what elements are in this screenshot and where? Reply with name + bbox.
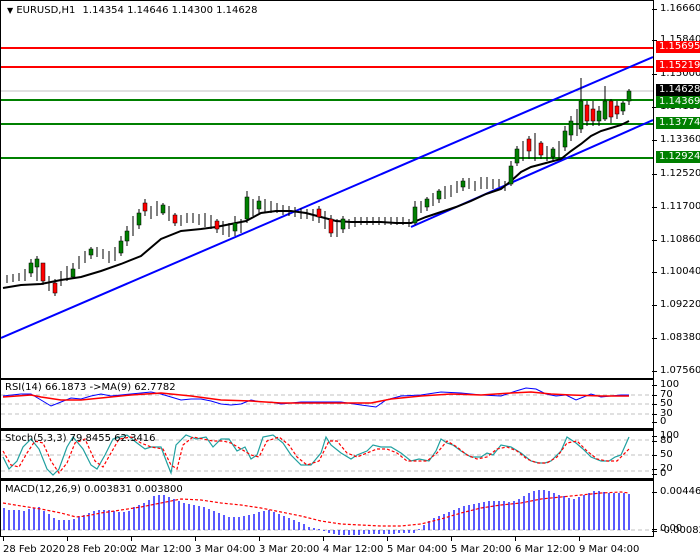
- support-label: 1.13774: [656, 117, 700, 129]
- rsi-label: RSI(14) 66.1873 ->MA(9) 62.7782: [5, 382, 176, 393]
- time-tick: 9 Mar 04:00: [579, 536, 640, 555]
- symbol-timeframe: EURUSD,H1: [16, 5, 76, 16]
- price-chart-pane[interactable]: ▼ EURUSD,H1 1.14354 1.14646 1.14300 1.14…: [0, 0, 654, 379]
- resistance-label: 1.15695: [656, 41, 700, 53]
- ohlc-values: 1.14354 1.14646 1.14300 1.14628: [82, 5, 258, 16]
- macd-signal-line: [2, 491, 630, 527]
- time-tick: 28 Feb 2020: [3, 536, 66, 555]
- stochastic-label: Stoch(5,3,3) 79.8455 62.3416: [5, 433, 156, 444]
- support-label: 1.14369: [656, 96, 700, 108]
- time-tick: 3 Mar 04:00: [195, 536, 256, 555]
- macd-pane[interactable]: MACD(12,26,9) 0.003831 0.003800: [0, 479, 654, 537]
- stochastic-pane[interactable]: Stoch(5,3,3) 79.8455 62.3416: [0, 429, 654, 479]
- resistance-label: 1.15219: [656, 60, 700, 72]
- time-tick: 28 Feb 20:00: [67, 536, 133, 555]
- rsi-canvas: [1, 387, 653, 415]
- price-axis: 1.16660 1.15840 1.15000 1.14180 1.13360 …: [652, 0, 700, 379]
- stochastic-axis: 100 80 50 20 0: [652, 430, 680, 479]
- price-chart-canvas: [1, 47, 653, 339]
- macd-axis: 0.00446 0.00 -0.000822: [652, 486, 700, 536]
- time-tick: 2 Mar 12:00: [131, 536, 192, 555]
- chart-header: ▼ EURUSD,H1 1.14354 1.14646 1.14300 1.14…: [7, 5, 258, 16]
- time-tick: 4 Mar 12:00: [323, 536, 384, 555]
- support-label: 1.12924: [656, 151, 700, 163]
- time-tick: 3 Mar 20:00: [259, 536, 320, 555]
- current-price-label: 1.14628: [656, 84, 700, 96]
- rsi-pane[interactable]: RSI(14) 66.1873 ->MA(9) 62.7782: [0, 378, 654, 429]
- macd-canvas: [1, 490, 653, 535]
- triangle-down-icon[interactable]: ▼: [7, 6, 14, 15]
- rsi-axis: 100 70 50 30 0: [652, 379, 680, 427]
- stochastic-canvas: [1, 434, 653, 476]
- candlesticks: [6, 78, 632, 296]
- macd-histogram: [3, 490, 630, 535]
- time-tick: 5 Mar 04:00: [387, 536, 448, 555]
- time-tick: 6 Mar 12:00: [515, 536, 576, 555]
- time-tick: 5 Mar 20:00: [451, 536, 512, 555]
- macd-label: MACD(12,26,9) 0.003831 0.003800: [5, 484, 183, 495]
